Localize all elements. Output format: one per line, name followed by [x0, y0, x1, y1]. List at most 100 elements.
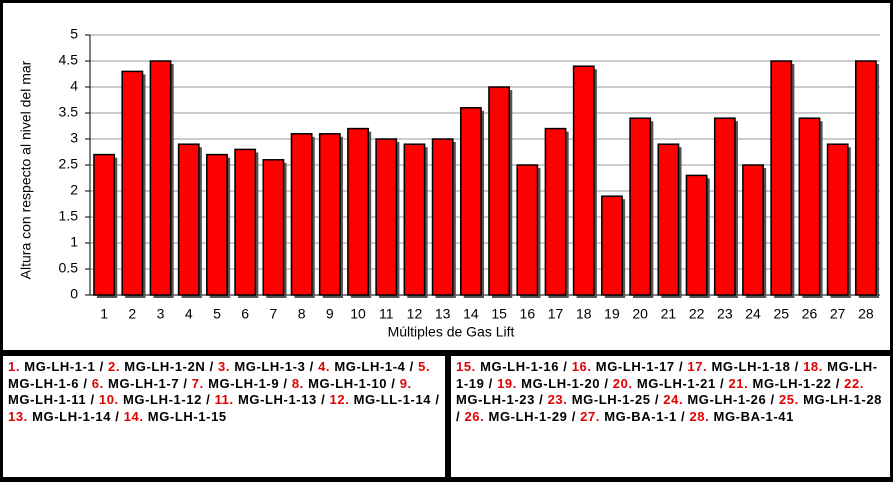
legend-right: 15. MG-LH-1-16 / 16. MG-LH-1-17 / 17. MG…: [451, 356, 890, 477]
x-tick-label: 25: [773, 306, 789, 322]
legend-number: 2.: [108, 359, 121, 374]
legend-number: 9.: [399, 375, 412, 391]
legend-name: MG-LH-1-29: [488, 408, 568, 424]
legend-number: 6.: [91, 375, 104, 391]
bar: [431, 138, 454, 296]
bar: [572, 65, 595, 296]
legend-number: 8.: [291, 375, 304, 391]
legend-name: MG-LH-1-16: [480, 359, 560, 374]
legend-number: 22.: [844, 375, 864, 391]
legend-number: 28.: [689, 408, 710, 424]
x-tick-label: 27: [830, 306, 846, 322]
legend-number: 7.: [191, 375, 204, 391]
legend-number: 21.: [728, 375, 749, 391]
y-tick-label: 0: [70, 286, 78, 302]
legend-number: 23.: [547, 392, 568, 407]
legend-number: 17.: [687, 359, 708, 374]
legend-name: MG-LH-1-2N: [124, 359, 206, 374]
x-tick-label: 10: [350, 306, 366, 322]
y-tick-label: 1: [70, 234, 78, 250]
x-tick-label: 3: [157, 306, 165, 322]
legend-number: 20.: [612, 375, 633, 391]
bar: [375, 138, 398, 296]
bar: [262, 159, 285, 296]
legend-number: 25.: [778, 392, 799, 407]
x-tick-label: 19: [604, 306, 620, 322]
bar: [149, 60, 172, 296]
legend-number: 1.: [8, 359, 21, 374]
x-tick-label: 18: [576, 306, 592, 322]
bar: [516, 164, 539, 296]
legend-name: MG-LH-1-28: [803, 392, 883, 407]
legend-number: 26.: [464, 408, 485, 424]
legend-name: MG-LH-1-18: [711, 359, 791, 374]
y-tick-label: 3: [70, 130, 78, 146]
x-tick-label: 4: [185, 306, 193, 322]
y-axis-title: Altura con respecto al nivel del mar: [18, 60, 34, 279]
x-axis-title: Múltiples de Gas Lift: [388, 324, 515, 340]
bar: [713, 117, 736, 296]
legend-name: MG-LH-1-20: [521, 375, 601, 391]
x-tick-label: 21: [661, 306, 677, 322]
legend-name: MG-BA-1-41: [713, 408, 794, 424]
legend-name: MG-LH-1-15: [147, 408, 227, 424]
x-tick-label: 1: [100, 306, 108, 322]
y-tick-label: 3.5: [59, 104, 79, 120]
x-tick-label: 16: [520, 306, 536, 322]
legend-number: 19.: [497, 375, 517, 391]
bar: [206, 153, 228, 296]
legend-number: 15.: [456, 359, 476, 374]
legend-number: 27.: [580, 408, 600, 424]
legend-name: MG-LH-1-1: [24, 359, 96, 374]
legend-name: MG-LH-1-13: [237, 392, 317, 407]
legend-name: MG-LH-1-10: [308, 375, 388, 391]
chart: Múltiples de Gas Lift Altura con respect…: [3, 3, 890, 350]
bar: [685, 174, 708, 296]
legend-number: 4.: [318, 359, 331, 374]
bar: [121, 70, 144, 296]
bar: [403, 143, 426, 296]
legend-number: 10.: [98, 392, 119, 407]
legend-name: MG-LH-1-23: [456, 392, 535, 407]
x-tick-label: 15: [491, 306, 507, 322]
x-tick-label: 20: [632, 306, 648, 322]
bar: [290, 133, 313, 296]
x-tick-label: 8: [298, 306, 306, 322]
bar: [459, 107, 482, 296]
bar: [544, 127, 567, 296]
legend-name: MG-LH-1-11: [8, 392, 87, 407]
legend-name: MG-LH-1-9: [208, 375, 280, 391]
bar: [854, 60, 877, 296]
legend-number: 13.: [8, 408, 28, 424]
y-tick-label: 4: [70, 78, 78, 94]
x-tick-label: 6: [241, 306, 249, 322]
legend-name: MG-LH-1-17: [595, 359, 675, 374]
bar: [347, 127, 369, 296]
bar: [798, 117, 821, 296]
bar: [742, 164, 764, 296]
legend-left: 1. MG-LH-1-1 / 2. MG-LH-1-2N / 3. MG-LH-…: [3, 356, 445, 477]
legend-name: MG-LH-1-4: [334, 359, 406, 374]
x-tick-label: 17: [548, 306, 564, 322]
bar: [488, 86, 511, 296]
legend-number: 24.: [663, 392, 684, 407]
legend-number: 16.: [571, 359, 592, 374]
legend-number: 12.: [329, 392, 350, 407]
legend-number: 11.: [214, 392, 234, 407]
legend-name: MG-LH-1-22: [752, 375, 832, 391]
legend-name: MG-LH-1-21: [636, 375, 716, 391]
legend-number: 5.: [418, 359, 431, 374]
bar: [629, 117, 652, 296]
legend-number: 18.: [803, 359, 823, 374]
bar: [601, 195, 623, 296]
legend-name: MG-BA-1-1: [604, 408, 677, 424]
x-tick-label: 26: [802, 306, 818, 322]
legend-name: MG-LH-1-12: [122, 392, 202, 407]
legend-name: MG-LL-1-14: [353, 392, 432, 407]
bar: [770, 60, 793, 296]
y-tick-label: 1.5: [59, 208, 79, 224]
bar: [826, 143, 849, 296]
bar: [318, 133, 341, 296]
x-tick-label: 11: [379, 306, 394, 322]
